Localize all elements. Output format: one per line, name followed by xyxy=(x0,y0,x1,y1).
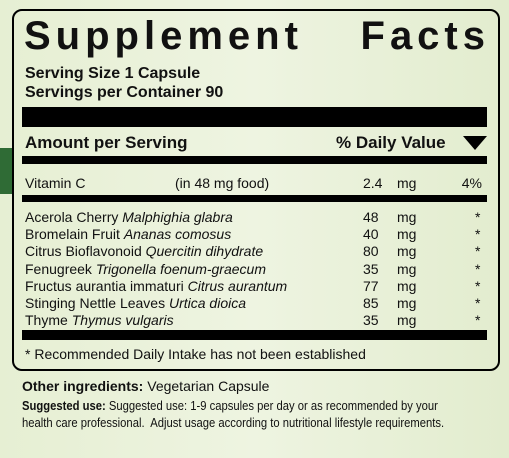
amount: 35 xyxy=(363,312,379,329)
side-strip xyxy=(0,148,12,194)
common-name: Citrus Bioflavonoid xyxy=(25,243,142,260)
servings-per-container: Servings per Container 90 xyxy=(25,84,224,101)
common-name: Thyme xyxy=(25,312,68,329)
vitamin-name: Vitamin C xyxy=(25,175,86,191)
unit: mg xyxy=(397,226,417,243)
unit: mg xyxy=(397,295,417,311)
ingredient-name: Thyme Thymus vulgaris xyxy=(25,312,174,328)
daily-value: * xyxy=(475,243,481,260)
daily-value: * xyxy=(475,312,481,329)
triangle xyxy=(463,136,487,150)
facts-panel xyxy=(12,9,500,371)
common-name: Stinging Nettle Leaves xyxy=(25,295,166,311)
divider xyxy=(22,195,487,202)
latin-name: Quercitin dihydrate xyxy=(145,243,264,260)
title: Supplement Facts xyxy=(24,14,490,58)
amount: 48 xyxy=(363,209,379,225)
amount: 77 xyxy=(363,277,379,294)
other-text: Vegetarian Capsule xyxy=(147,378,270,394)
daily-value: * xyxy=(475,226,481,243)
suggested-use: Suggested use: Suggested use: 1-9 capsul… xyxy=(22,398,454,432)
latin-name: Malphighia glabra xyxy=(122,209,233,225)
vitamin-unit: mg xyxy=(397,175,417,191)
vitamin-dv: 4% xyxy=(461,175,482,191)
common-name: Fructus aurantia immaturi xyxy=(25,277,184,294)
daily-value: * xyxy=(475,277,481,294)
unit: mg xyxy=(397,312,417,329)
unit: mg xyxy=(397,209,417,225)
suggested-label: Suggested use: xyxy=(22,399,106,413)
daily-value-header: % Daily Value xyxy=(336,133,446,152)
divider xyxy=(22,156,487,164)
suggested-text: Suggested use: 1-9 capsules per day or a… xyxy=(22,399,445,430)
latin-name: Urtica dioica xyxy=(168,295,247,311)
daily-value: * xyxy=(475,260,481,277)
amount: 40 xyxy=(363,226,379,243)
daily-value: * xyxy=(475,209,481,225)
common-name: Bromelain Fruit xyxy=(25,226,120,243)
ingredient-name: Bromelain Fruit Ananas comosus xyxy=(25,226,231,242)
latin-name: Trigonella foenum-graecum xyxy=(95,260,266,277)
ingredient-name: Stinging Nettle Leaves Urtica dioica xyxy=(25,295,246,311)
footnote: * Recommended Daily Intake has not been … xyxy=(25,346,366,362)
common-name: Acerola Cherry xyxy=(25,209,119,225)
other-ingredients: Other ingredients: Vegetarian Capsule xyxy=(22,378,269,394)
latin-name: Thymus vulgaris xyxy=(71,312,174,329)
vitamin-note: (in 48 mg food) xyxy=(175,175,270,191)
unit: mg xyxy=(397,277,417,294)
other-label: Other ingredients: xyxy=(22,378,144,394)
vitamin-amount: 2.4 xyxy=(363,175,383,191)
divider xyxy=(22,330,487,340)
amount: 35 xyxy=(363,260,379,277)
latin-name: Ananas comosus xyxy=(123,226,232,243)
ingredient-name: Acerola Cherry Malphighia glabra xyxy=(25,209,233,225)
amount-header: Amount per Serving xyxy=(25,133,188,152)
amount: 85 xyxy=(363,295,379,311)
unit: mg xyxy=(397,243,417,260)
latin-name: Citrus aurantum xyxy=(187,277,288,294)
amount: 80 xyxy=(363,243,379,260)
common-name: Fenugreek xyxy=(25,260,92,277)
divider xyxy=(22,107,487,127)
ingredient-name: Fructus aurantia immaturi Citrus aurantu… xyxy=(25,278,287,294)
serving-size: Serving Size 1 Capsule xyxy=(25,65,201,82)
unit: mg xyxy=(397,260,417,277)
ingredient-name: Fenugreek Trigonella foenum-graecum xyxy=(25,261,266,277)
daily-value: * xyxy=(475,295,481,311)
ingredient-name: Citrus Bioflavonoid Quercitin dihydrate xyxy=(25,243,263,259)
